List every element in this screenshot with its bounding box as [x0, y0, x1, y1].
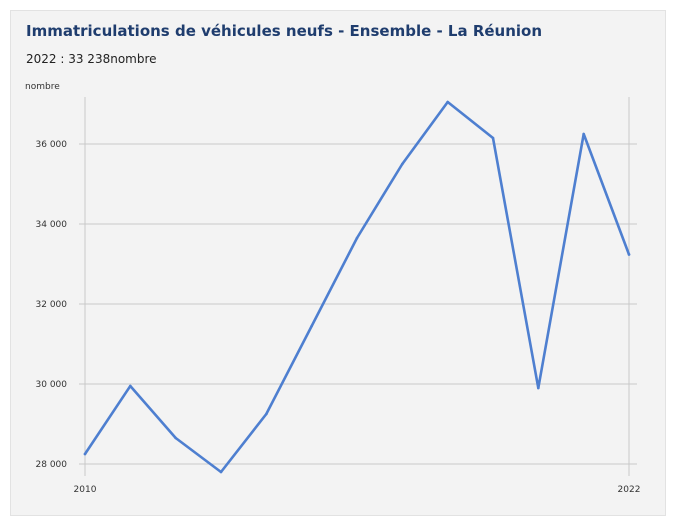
data-point	[174, 436, 177, 440]
data-point	[265, 412, 268, 416]
data-point	[582, 132, 585, 136]
y-tick-label: 30 000	[36, 380, 68, 390]
chart-title: Immatriculations de véhicules neufs - En…	[26, 22, 543, 40]
chart-card: Immatriculations de véhicules neufs - En…	[10, 10, 666, 516]
y-tick-label: 32 000	[36, 300, 68, 310]
data-point	[129, 384, 132, 388]
subtitle-period: 2022	[26, 52, 57, 66]
x-tick-label: 2010	[74, 485, 97, 495]
data-point	[401, 162, 404, 166]
data-point	[310, 324, 313, 328]
y-axis: 28 000 30 000 32 000 34 000 36 000	[36, 140, 68, 470]
data-point	[219, 470, 223, 474]
series-line	[83, 100, 631, 474]
data-point	[627, 253, 631, 256]
data-point	[446, 100, 449, 104]
series-layer	[83, 100, 631, 474]
grid-layer	[79, 97, 637, 476]
data-point	[83, 452, 87, 456]
y-tick-label: 36 000	[36, 140, 68, 150]
subtitle-separator: :	[56, 52, 69, 66]
y-tick-label: 28 000	[36, 460, 68, 470]
subtitle-unit: nombre	[110, 52, 157, 66]
y-tick-label: 34 000	[36, 220, 68, 230]
data-point	[355, 236, 359, 240]
data-point	[537, 386, 540, 390]
data-point	[491, 136, 495, 140]
y-axis-label: nombre	[25, 82, 60, 92]
subtitle-value: 33 238	[68, 52, 111, 66]
x-axis: 2010 2022	[74, 485, 641, 495]
x-tick-label: 2022	[618, 485, 641, 495]
chart-subtitle: 2022 : 33 238nombre	[26, 52, 157, 66]
